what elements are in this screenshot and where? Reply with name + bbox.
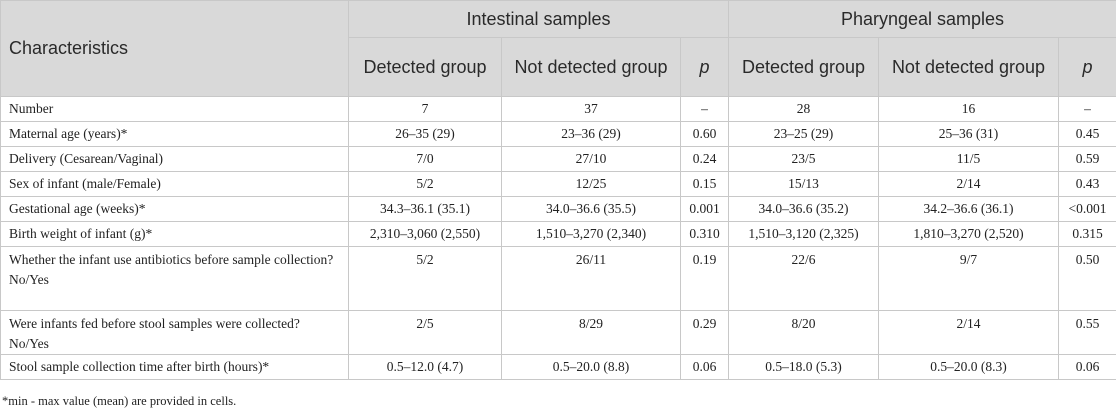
row-label-text: Whether the infant use antibiotics befor… [9,252,334,267]
table-cell: 34.3–36.1 (35.1) [348,196,502,222]
table-row: Stool sample collection time after birth… [0,354,1116,380]
table-cell: 28 [728,96,879,122]
header-intestinal-not-detected: Not detected group [501,37,681,97]
header-pharyngeal-detected: Detected group [728,37,879,97]
table-cell: 1,510–3,120 (2,325) [728,221,879,247]
table-cell: 0.19 [680,246,729,311]
table-cell: 0.310 [680,221,729,247]
table-cell: 0.5–12.0 (4.7) [348,354,502,380]
table-cell: 26–35 (29) [348,121,502,147]
table-row: Whether the infant use antibiotics befor… [0,246,1116,311]
table-cell: 25–36 (31) [878,121,1059,147]
row-label-text: Were infants fed before stool samples we… [9,316,300,331]
header-intestinal-detected: Detected group [348,37,502,97]
table-cell: 23–36 (29) [501,121,681,147]
table-footnote: *min - max value (mean) are provided in … [2,394,237,408]
table-row: Delivery (Cesarean/Vaginal) 7/0 27/10 0.… [0,146,1116,172]
table-cell: 0.5–20.0 (8.3) [878,354,1059,380]
table-cell: 9/7 [878,246,1059,311]
table-row: Gestational age (weeks)* 34.3–36.1 (35.1… [0,196,1116,222]
table-cell: 0.29 [680,310,729,355]
table-cell: 12/25 [501,171,681,197]
table-cell: 0.315 [1057,221,1116,247]
row-label: Delivery (Cesarean/Vaginal) [0,146,349,172]
table-cell: 1,510–3,270 (2,340) [501,221,681,247]
table-cell: 7 [348,96,502,122]
row-label: Birth weight of infant (g)* [0,221,349,247]
table-cell: 16 [878,96,1059,122]
table-row: Number 7 37 – 28 16 – [0,96,1116,122]
table-cell: 23–25 (29) [728,121,879,147]
table-cell: 15/13 [728,171,879,197]
table-cell: 2/14 [878,171,1059,197]
table-row: Sex of infant (male/Female) 5/2 12/25 0.… [0,171,1116,197]
table-cell: 8/20 [728,310,879,355]
table-cell: 7/0 [348,146,502,172]
table-cell: – [1057,96,1116,122]
table-cell: 8/29 [501,310,681,355]
table-cell: 26/11 [501,246,681,311]
table-cell: 0.24 [680,146,729,172]
row-label: Whether the infant use antibiotics befor… [0,246,349,311]
table-cell: 0.06 [680,354,729,380]
table-cell: 23/5 [728,146,879,172]
table-row: Maternal age (years)* 26–35 (29) 23–36 (… [0,121,1116,147]
row-label: Sex of infant (male/Female) [0,171,349,197]
table-cell: 2/14 [878,310,1059,355]
table-cell: 0.60 [680,121,729,147]
row-label: Number [0,96,349,122]
header-characteristics: Characteristics [0,0,349,97]
header-pharyngeal-not-detected: Not detected group [878,37,1059,97]
table-cell: 0.55 [1057,310,1116,355]
table-cell: 37 [501,96,681,122]
row-label: Maternal age (years)* [0,121,349,147]
table-cell: 0.5–18.0 (5.3) [728,354,879,380]
table-cell: 2/5 [348,310,502,355]
table-cell: 2,310–3,060 (2,550) [348,221,502,247]
table-cell: 22/6 [728,246,879,311]
header-pharyngeal-samples: Pharyngeal samples [727,0,1116,38]
table-cell: 1,810–3,270 (2,520) [878,221,1059,247]
table-cell: 0.43 [1057,171,1116,197]
table-cell: 0.5–20.0 (8.8) [501,354,681,380]
table-cell: 5/2 [348,171,502,197]
table-row: Birth weight of infant (g)* 2,310–3,060 … [0,221,1116,247]
table-cell: <0.001 [1057,196,1116,222]
row-label: Stool sample collection time after birth… [0,354,349,380]
table-cell: – [680,96,729,122]
row-label: Gestational age (weeks)* [0,196,349,222]
row-label-subtext: No/Yes [9,336,49,351]
table-row: Were infants fed before stool samples we… [0,310,1116,355]
row-label: Were infants fed before stool samples we… [0,310,349,355]
table-cell: 27/10 [501,146,681,172]
table-cell: 34.2–36.6 (36.1) [878,196,1059,222]
characteristics-table: Characteristics Intestinal samples Phary… [0,0,1116,380]
table-cell: 0.06 [1057,354,1116,380]
table-cell: 0.15 [680,171,729,197]
table-cell: 34.0–36.6 (35.5) [501,196,681,222]
header-pharyngeal-p: p [1057,37,1116,97]
table-cell: 0.001 [680,196,729,222]
header-intestinal-p: p [680,37,729,97]
table-cell: 5/2 [348,246,502,311]
table-cell: 34.0–36.6 (35.2) [728,196,879,222]
table-cell: 11/5 [878,146,1059,172]
table-cell: 0.59 [1057,146,1116,172]
table-cell: 0.45 [1057,121,1116,147]
header-intestinal-samples: Intestinal samples [348,0,729,38]
row-label-subtext: No/Yes [9,272,49,287]
table-cell: 0.50 [1057,246,1116,311]
